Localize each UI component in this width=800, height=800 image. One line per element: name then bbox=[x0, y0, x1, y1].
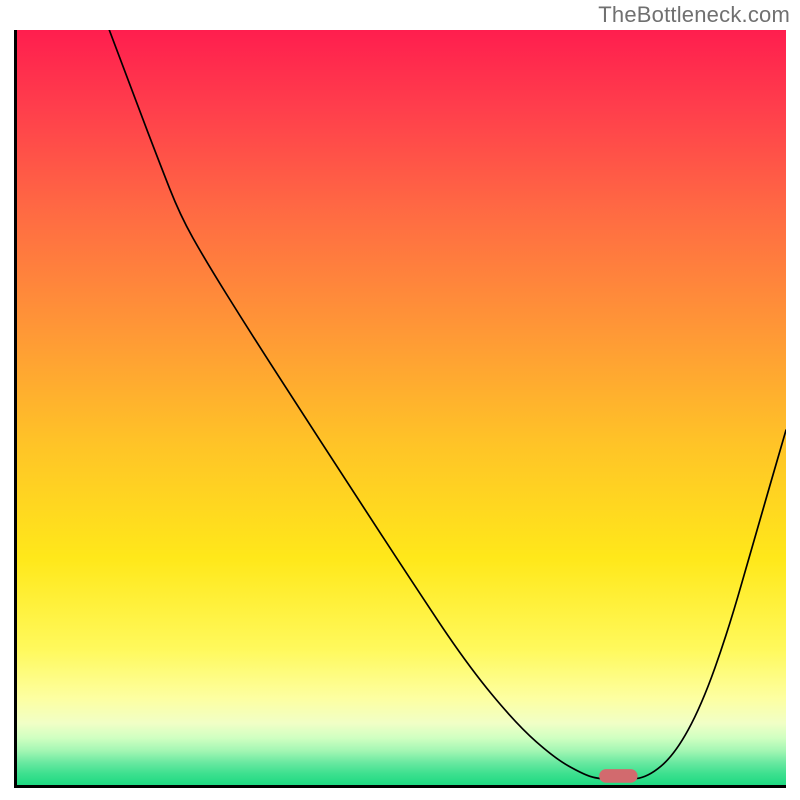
bottleneck-chart bbox=[17, 30, 786, 785]
chart-container: TheBottleneck.com bbox=[0, 0, 800, 800]
plot-area bbox=[17, 30, 786, 785]
gradient-background bbox=[17, 30, 786, 785]
plot-frame bbox=[14, 30, 786, 788]
attribution-watermark: TheBottleneck.com bbox=[598, 2, 790, 28]
optimal-marker bbox=[599, 769, 637, 783]
